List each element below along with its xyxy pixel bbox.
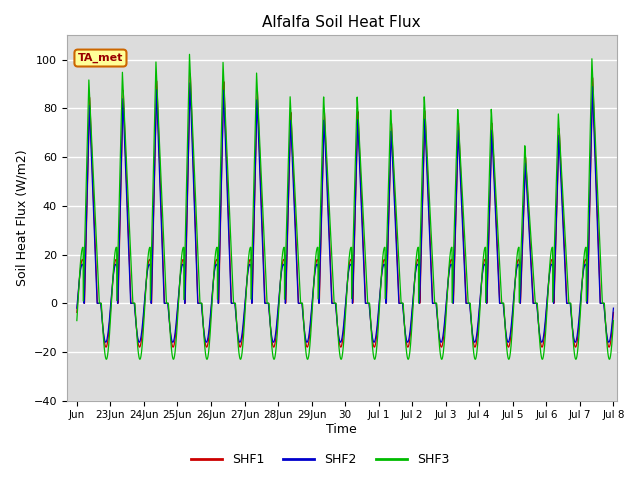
Legend: SHF1, SHF2, SHF3: SHF1, SHF2, SHF3 — [186, 448, 454, 471]
Title: Alfalfa Soil Heat Flux: Alfalfa Soil Heat Flux — [262, 15, 421, 30]
X-axis label: Time: Time — [326, 423, 357, 436]
Text: TA_met: TA_met — [78, 53, 123, 63]
Y-axis label: Soil Heat Flux (W/m2): Soil Heat Flux (W/m2) — [15, 150, 28, 287]
